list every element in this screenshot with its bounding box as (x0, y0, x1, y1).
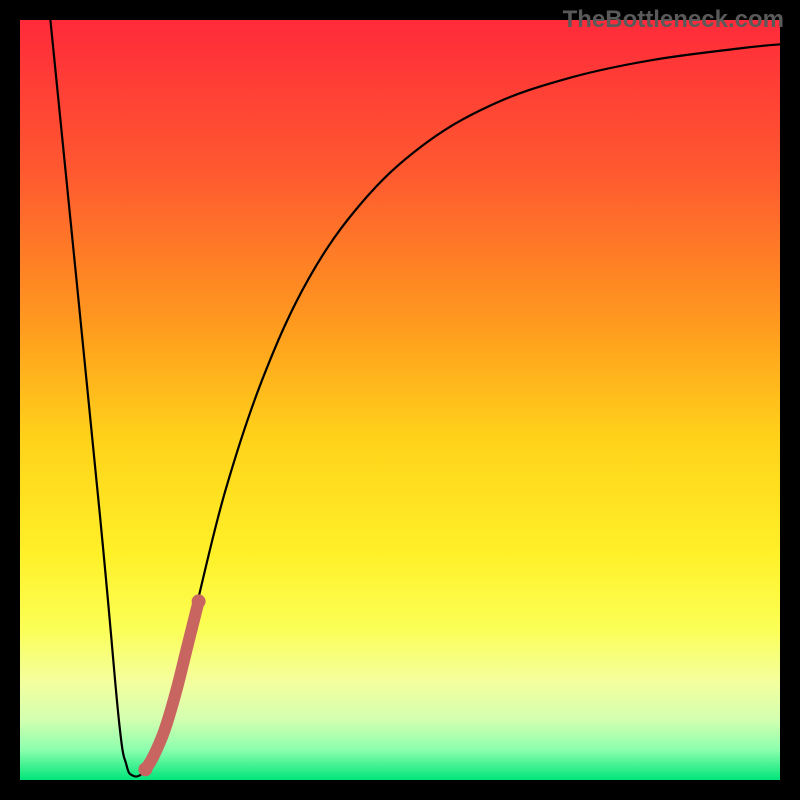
highlight-end-dot (192, 594, 206, 608)
chart-container: TheBottleneck.com (0, 0, 800, 800)
watermark-text: TheBottleneck.com (563, 6, 784, 34)
plot-area (20, 20, 780, 780)
gradient-background (20, 20, 780, 780)
highlight-start-dot (138, 762, 152, 776)
